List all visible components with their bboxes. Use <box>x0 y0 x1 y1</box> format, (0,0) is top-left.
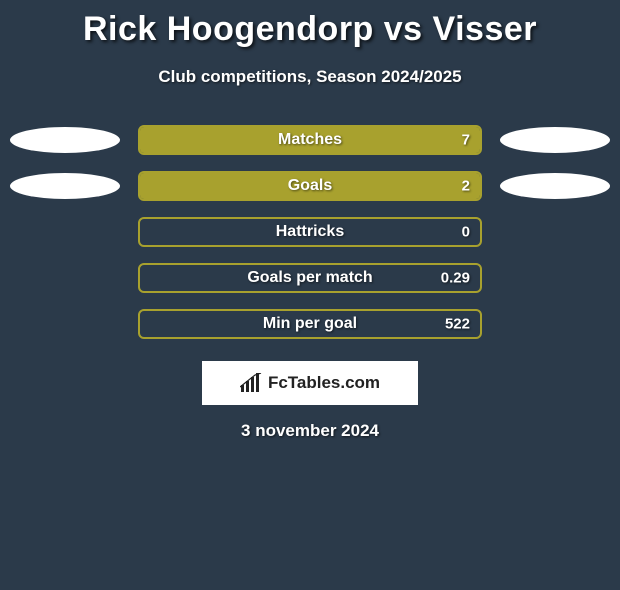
date-label: 3 november 2024 <box>0 421 620 441</box>
brand-badge: FcTables.com <box>202 361 418 405</box>
player-oval-left <box>10 173 120 199</box>
stat-value: 2 <box>462 178 470 195</box>
stats-container: Matches 7 Goals 2 Hattricks 0 Goals per match 0… <box>0 125 620 339</box>
stat-label: Goals per match <box>247 269 372 287</box>
stat-label: Matches <box>278 131 342 149</box>
stat-value: 0 <box>462 224 470 241</box>
player-oval-left <box>10 127 120 153</box>
player-oval-right <box>500 127 610 153</box>
stat-value: 522 <box>445 316 470 333</box>
stat-bar: Matches 7 <box>138 125 482 155</box>
stat-row: Goals per match 0.29 <box>0 263 620 293</box>
stat-label: Hattricks <box>276 223 344 241</box>
stat-row: Goals 2 <box>0 171 620 201</box>
stat-row: Min per goal 522 <box>0 309 620 339</box>
stat-row: Hattricks 0 <box>0 217 620 247</box>
stat-value: 7 <box>462 132 470 149</box>
stat-value: 0.29 <box>441 270 470 287</box>
stat-row: Matches 7 <box>0 125 620 155</box>
stat-bar: Min per goal 522 <box>138 309 482 339</box>
stat-bar: Goals per match 0.29 <box>138 263 482 293</box>
stat-label: Goals <box>288 177 332 195</box>
stat-label: Min per goal <box>263 315 357 333</box>
bar-chart-icon <box>240 373 262 393</box>
stat-bar: Hattricks 0 <box>138 217 482 247</box>
subtitle: Club competitions, Season 2024/2025 <box>0 67 620 87</box>
player-oval-right <box>500 173 610 199</box>
brand-text: FcTables.com <box>268 373 380 393</box>
stat-bar: Goals 2 <box>138 171 482 201</box>
page-title: Rick Hoogendorp vs Visser <box>0 10 620 49</box>
